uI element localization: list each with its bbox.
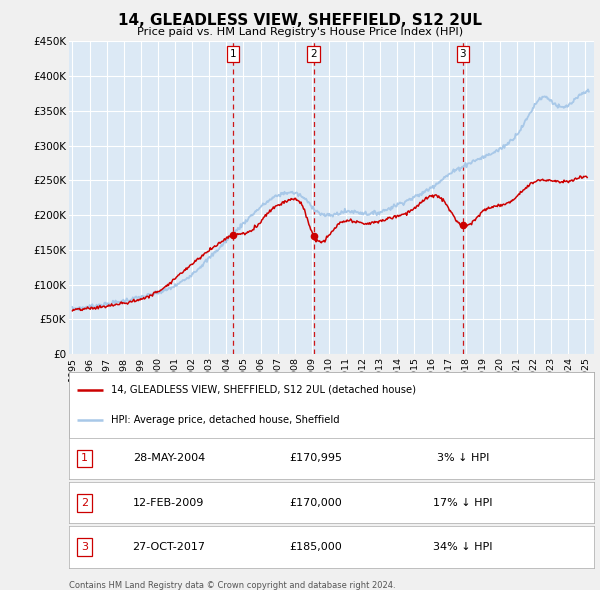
Text: 3: 3 (460, 49, 466, 59)
Text: 27-OCT-2017: 27-OCT-2017 (132, 542, 205, 552)
Text: 2: 2 (310, 49, 317, 59)
Text: £185,000: £185,000 (289, 542, 342, 552)
Text: 14, GLEADLESS VIEW, SHEFFIELD, S12 2UL (detached house): 14, GLEADLESS VIEW, SHEFFIELD, S12 2UL (… (111, 385, 416, 395)
Text: £170,000: £170,000 (289, 498, 342, 507)
Text: £170,995: £170,995 (289, 454, 342, 463)
Text: 14, GLEADLESS VIEW, SHEFFIELD, S12 2UL: 14, GLEADLESS VIEW, SHEFFIELD, S12 2UL (118, 13, 482, 28)
Text: 3% ↓ HPI: 3% ↓ HPI (437, 454, 489, 463)
Text: 1: 1 (230, 49, 236, 59)
Text: 12-FEB-2009: 12-FEB-2009 (133, 498, 205, 507)
Text: 28-MAY-2004: 28-MAY-2004 (133, 454, 205, 463)
Text: Contains HM Land Registry data © Crown copyright and database right 2024.: Contains HM Land Registry data © Crown c… (69, 581, 395, 589)
Text: 34% ↓ HPI: 34% ↓ HPI (433, 542, 493, 552)
Text: Price paid vs. HM Land Registry's House Price Index (HPI): Price paid vs. HM Land Registry's House … (137, 27, 463, 37)
Text: HPI: Average price, detached house, Sheffield: HPI: Average price, detached house, Shef… (111, 415, 340, 425)
Text: 2: 2 (81, 498, 88, 507)
Text: 17% ↓ HPI: 17% ↓ HPI (433, 498, 493, 507)
Text: 1: 1 (81, 454, 88, 463)
Text: 3: 3 (81, 542, 88, 552)
